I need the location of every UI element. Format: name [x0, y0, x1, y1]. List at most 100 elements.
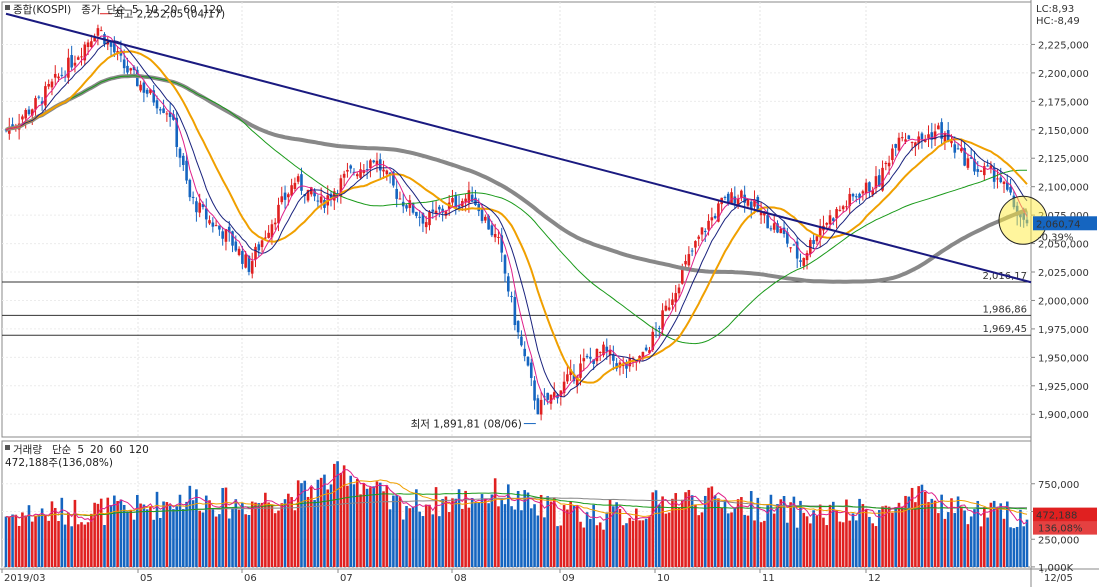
- candle-body: [979, 170, 983, 172]
- price-legend-item: 10: [145, 4, 158, 16]
- volume-bar: [983, 507, 986, 567]
- candle-body: [795, 241, 799, 259]
- candle-body: [845, 206, 848, 208]
- volume-bar: [822, 517, 825, 567]
- candle-body: [221, 231, 224, 239]
- candle-body: [421, 213, 425, 224]
- volume-bar: [654, 490, 658, 567]
- volume-bar: [612, 506, 615, 567]
- volume-bar: [864, 509, 868, 567]
- volume-bar: [900, 506, 904, 567]
- volume-bar: [641, 520, 645, 567]
- volume-bar: [214, 516, 218, 567]
- volume-bar: [556, 526, 559, 567]
- volume-bar: [191, 500, 195, 567]
- volume-bar: [996, 508, 999, 567]
- volume-bar: [799, 500, 802, 567]
- candle-body: [418, 216, 421, 218]
- candle-body: [598, 351, 602, 353]
- candle-body: [746, 198, 750, 206]
- volume-bar: [503, 504, 507, 567]
- volume-bar: [828, 504, 832, 567]
- candle-body: [224, 229, 228, 242]
- price-legend-item: 20: [164, 4, 177, 16]
- volume-bar: [940, 494, 943, 567]
- volume-bar: [772, 513, 776, 567]
- volume-bar: [884, 505, 888, 567]
- volume-bar: [145, 509, 149, 567]
- candle-body: [1009, 186, 1012, 193]
- volume-bar: [267, 502, 270, 567]
- x-tick-label: 06: [244, 573, 257, 584]
- volume-bar: [904, 495, 907, 567]
- y-tick-label: 2,125,000: [1038, 154, 1089, 165]
- volume-bar: [467, 507, 471, 567]
- volume-bar: [277, 510, 280, 567]
- volume-bar: [625, 523, 628, 567]
- volume-bar: [697, 515, 701, 567]
- candle-body: [868, 182, 871, 192]
- candle-body: [684, 260, 687, 265]
- volume-bar: [80, 522, 83, 567]
- volume-bar: [933, 500, 937, 567]
- volume-bar: [244, 514, 247, 567]
- candle-body: [319, 196, 323, 203]
- volume-bar: [44, 514, 47, 567]
- volume-current: 472,188주(136,08%): [5, 457, 113, 469]
- volume-legend-item: 20: [90, 444, 103, 456]
- volume-bar: [336, 461, 339, 567]
- volume-bar: [854, 520, 858, 567]
- candle-body: [336, 192, 339, 194]
- candle-body: [933, 131, 937, 140]
- candle-body: [572, 373, 576, 382]
- volume-bar: [769, 494, 773, 567]
- volume-bar: [1022, 526, 1026, 567]
- candle-body: [552, 392, 556, 398]
- candle-body: [956, 148, 960, 150]
- candle-body: [122, 59, 126, 69]
- volume-bar: [818, 504, 822, 567]
- volume-bar: [172, 509, 175, 567]
- y-tick-label: 2,025,000: [1038, 268, 1089, 279]
- candle-body: [139, 84, 142, 91]
- volume-bar: [444, 496, 448, 567]
- candle-body: [113, 43, 116, 53]
- volume-bar: [73, 499, 77, 567]
- candle-body: [231, 231, 234, 246]
- volume-bar: [802, 512, 806, 567]
- volume-bar: [300, 483, 303, 567]
- volume-bar: [766, 505, 769, 567]
- candle-body: [825, 222, 829, 225]
- volume-bar: [310, 486, 313, 567]
- candle-body: [612, 354, 615, 361]
- candle-body: [973, 158, 976, 172]
- candle-body: [93, 37, 96, 42]
- candle-body: [431, 209, 435, 212]
- candle-body: [339, 178, 343, 197]
- candle-body: [963, 147, 966, 166]
- volume-bar: [717, 498, 720, 567]
- volume-bar: [664, 513, 668, 567]
- volume-bar: [30, 521, 34, 567]
- candle-body: [562, 381, 566, 394]
- volume-bar: [349, 475, 353, 567]
- y-tick-label: 2,200,000: [1038, 69, 1089, 80]
- candle-body: [451, 198, 454, 203]
- volume-bar: [329, 484, 333, 567]
- candle-body: [218, 225, 221, 230]
- candle-body: [1002, 181, 1006, 184]
- candle-body: [851, 194, 855, 197]
- volume-bar: [960, 506, 963, 567]
- candle-body: [536, 398, 540, 415]
- y-tick-label: 2,000,000: [1038, 296, 1089, 307]
- candle-body: [812, 240, 815, 245]
- candle-body: [776, 223, 779, 233]
- volume-bar: [658, 504, 661, 567]
- candle-body: [254, 246, 257, 260]
- candle-body: [40, 101, 44, 104]
- volume-bar: [96, 503, 100, 567]
- volume-bar: [871, 523, 875, 567]
- candle-body: [871, 190, 875, 195]
- candle-body: [126, 65, 129, 73]
- candle-body: [175, 117, 179, 147]
